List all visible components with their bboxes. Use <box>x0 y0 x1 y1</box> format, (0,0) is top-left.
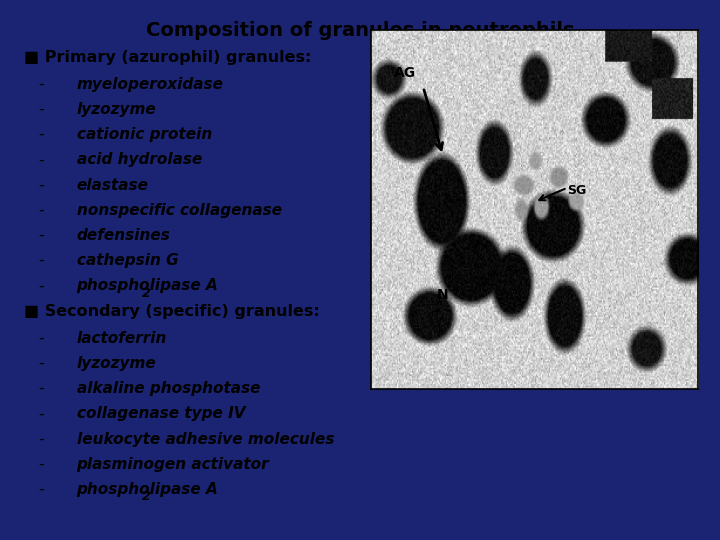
Text: -: - <box>38 203 44 218</box>
Text: 2: 2 <box>142 490 150 503</box>
Text: ■ Secondary (specific) granules:: ■ Secondary (specific) granules: <box>24 303 320 319</box>
Text: phospholipase A: phospholipase A <box>76 482 218 497</box>
Text: -: - <box>38 127 44 142</box>
Text: myeloperoxidase: myeloperoxidase <box>76 77 224 92</box>
Text: -: - <box>38 152 44 167</box>
Text: leukocyte adhesive molecules: leukocyte adhesive molecules <box>76 431 334 447</box>
Text: ■ Primary (azurophil) granules:: ■ Primary (azurophil) granules: <box>24 50 312 65</box>
Text: -: - <box>38 77 44 92</box>
Text: nonspecific collagenase: nonspecific collagenase <box>76 203 282 218</box>
Text: -: - <box>38 279 44 293</box>
Text: alkaline phosphotase: alkaline phosphotase <box>76 381 260 396</box>
Text: -: - <box>38 331 44 346</box>
Text: collagenase type IV: collagenase type IV <box>76 407 245 421</box>
Text: cationic protein: cationic protein <box>76 127 212 142</box>
Text: -: - <box>38 381 44 396</box>
Text: elastase: elastase <box>76 178 148 193</box>
Text: lactoferrin: lactoferrin <box>76 331 167 346</box>
Text: acid hydrolase: acid hydrolase <box>76 152 202 167</box>
Text: lyzozyme: lyzozyme <box>76 102 156 117</box>
Text: SG: SG <box>567 184 587 197</box>
Text: -: - <box>38 228 44 243</box>
Text: -: - <box>38 356 44 371</box>
Text: -: - <box>38 178 44 193</box>
Text: lyzozyme: lyzozyme <box>76 356 156 371</box>
Text: -: - <box>38 253 44 268</box>
Text: cathepsin G: cathepsin G <box>76 253 178 268</box>
Text: -: - <box>38 482 44 497</box>
Text: 2: 2 <box>142 287 150 300</box>
Text: plasminogen activator: plasminogen activator <box>76 457 269 472</box>
Text: -: - <box>38 102 44 117</box>
Text: Composition of granules in neutrophils: Composition of granules in neutrophils <box>145 21 575 39</box>
Text: phospholipase A: phospholipase A <box>76 279 218 293</box>
Text: -: - <box>38 457 44 472</box>
Text: N: N <box>436 288 448 302</box>
Text: AG: AG <box>394 65 416 79</box>
Text: -: - <box>38 431 44 447</box>
Text: -: - <box>38 407 44 421</box>
Text: defensines: defensines <box>76 228 171 243</box>
